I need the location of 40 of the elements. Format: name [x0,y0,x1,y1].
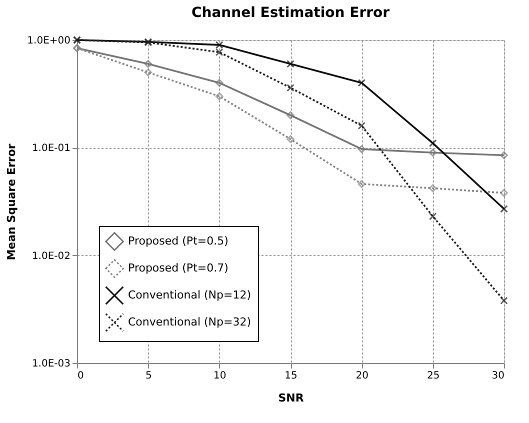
point [215,48,224,56]
x-tick-label: 30 [492,370,504,382]
chart-title: Channel Estimation Error [191,4,390,21]
point [500,204,508,213]
legend-label: Proposed (Pt=0.7) [128,262,228,274]
point [428,148,437,157]
y-tick-label: 1.0E-01 [32,143,70,154]
point [428,212,437,220]
point [286,84,294,92]
x-tick-label: 5 [145,370,152,382]
point [500,296,508,304]
point [428,184,437,192]
point [358,180,366,188]
legend-label: Conventional (Np=32) [128,316,252,328]
y-tick-label: 1.0E-03 [32,358,70,370]
point [215,41,224,49]
point [144,68,152,76]
point [144,60,152,68]
point [286,135,294,144]
x-tick-label: 15 [284,370,298,382]
point [500,189,508,197]
legend-label: Conventional (Np=12) [128,288,252,302]
point [358,78,366,87]
legend-label: Proposed (Pt=0.5) [128,234,228,248]
point [286,111,294,120]
y-tick-label: 1.0E-02 [32,250,70,262]
point [500,151,508,160]
point [215,78,224,87]
x-axis-title: SNR [278,392,304,404]
y-axis-title: Mean Square Error [5,143,18,260]
y-tick-label: 1.0E+00 [27,36,70,46]
point [286,60,294,68]
point [215,92,224,100]
x-tick-label: 20 [356,370,369,382]
point [428,139,437,148]
x-tick-label: 25 [426,370,440,382]
point [358,122,366,130]
x-tick-label: 10 [213,370,226,382]
x-tick-label: 0 [78,370,84,382]
point [358,145,366,154]
